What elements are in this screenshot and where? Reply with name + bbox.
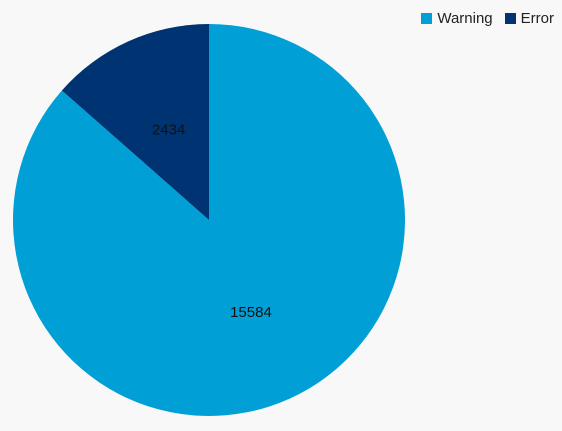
legend-swatch-warning [421,13,433,24]
pie-slice-error [61,24,209,220]
pie-slice-warning [12,24,406,417]
data-label-error: 2434 [152,122,185,139]
legend-label-error: Error [520,10,554,27]
chart-legend: Warning Error [421,10,554,27]
data-label-warning: 15584 [230,304,272,321]
legend-swatch-error [504,13,516,24]
legend-item-warning: Warning [421,10,493,27]
legend-label-warning: Warning [437,10,493,27]
legend-item-error: Error [504,10,554,27]
